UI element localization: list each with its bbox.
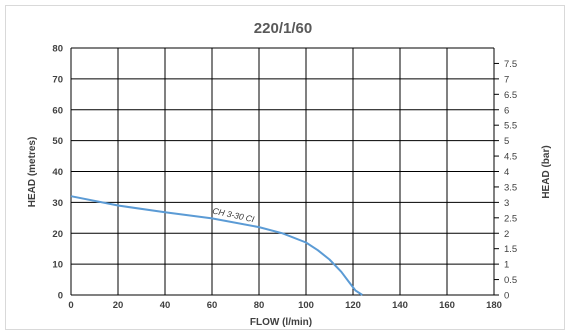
grid bbox=[70, 47, 495, 296]
x-tick-label: 20 bbox=[113, 300, 124, 311]
y-tick-label: 70 bbox=[52, 74, 63, 85]
y-tick-label: 40 bbox=[52, 167, 63, 178]
y2-tick-label: 2.5 bbox=[504, 213, 517, 224]
series-group: CH 3-30 CI bbox=[70, 195, 363, 296]
y2-axis-ticks: 0 0.5 1 1.5 2 2.5 3 3.5 4 4.5 5 5.5 6 6.5 7 7.5 bbox=[494, 59, 517, 302]
y2-tick-label: 6 bbox=[504, 105, 509, 116]
y2-tick-label: 1 bbox=[504, 260, 509, 271]
x-tick-label: 140 bbox=[392, 300, 408, 311]
y2-tick-label: 6.5 bbox=[504, 90, 517, 101]
y2-tick-label: 7 bbox=[504, 74, 509, 85]
y-tick-label: 10 bbox=[52, 260, 63, 271]
x-axis-ticks: 0 20 40 60 80 100 120 140 160 180 bbox=[68, 300, 502, 311]
y2-tick-label: 5 bbox=[504, 136, 509, 147]
y-tick-label: 0 bbox=[58, 291, 63, 302]
chart-frame bbox=[5, 5, 565, 330]
x-tick-label: 80 bbox=[254, 300, 265, 311]
y2-tick-label: 5.5 bbox=[504, 121, 517, 132]
y-tick-label: 80 bbox=[52, 44, 63, 55]
y2-tick-label: 4 bbox=[504, 167, 509, 178]
y2-tick-label: 4.5 bbox=[504, 152, 517, 163]
y2-tick-label: 3.5 bbox=[504, 182, 517, 193]
y-axis-ticks: 0 10 20 30 40 50 60 70 80 bbox=[52, 44, 63, 302]
x-tick-label: 120 bbox=[345, 300, 361, 311]
y-tick-label: 30 bbox=[52, 198, 63, 209]
x-tick-label: 0 bbox=[68, 300, 73, 311]
x-tick-label: 180 bbox=[486, 300, 502, 311]
x-tick-label: 100 bbox=[298, 300, 314, 311]
y2-tick-label: 0.5 bbox=[504, 275, 517, 286]
y2-axis-label: HEAD (bar) bbox=[541, 145, 552, 198]
series-line bbox=[70, 195, 363, 296]
y2-tick-label: 7.5 bbox=[504, 59, 517, 70]
x-tick-label: 60 bbox=[207, 300, 218, 311]
y2-tick-label: 3 bbox=[504, 198, 509, 209]
y-tick-label: 50 bbox=[52, 136, 63, 147]
x-axis-label: FLOW (l/min) bbox=[250, 317, 312, 328]
y-tick-label: 20 bbox=[52, 229, 63, 240]
y2-tick-label: 1.5 bbox=[504, 244, 517, 255]
y2-tick-label: 0 bbox=[504, 291, 509, 302]
chart-title: 220/1/60 bbox=[254, 20, 312, 37]
y2-tick-label: 2 bbox=[504, 229, 509, 240]
y-axis-label: HEAD (metres) bbox=[27, 137, 38, 208]
x-tick-label: 160 bbox=[439, 300, 455, 311]
x-tick-label: 40 bbox=[160, 300, 171, 311]
y-tick-label: 60 bbox=[52, 105, 63, 116]
